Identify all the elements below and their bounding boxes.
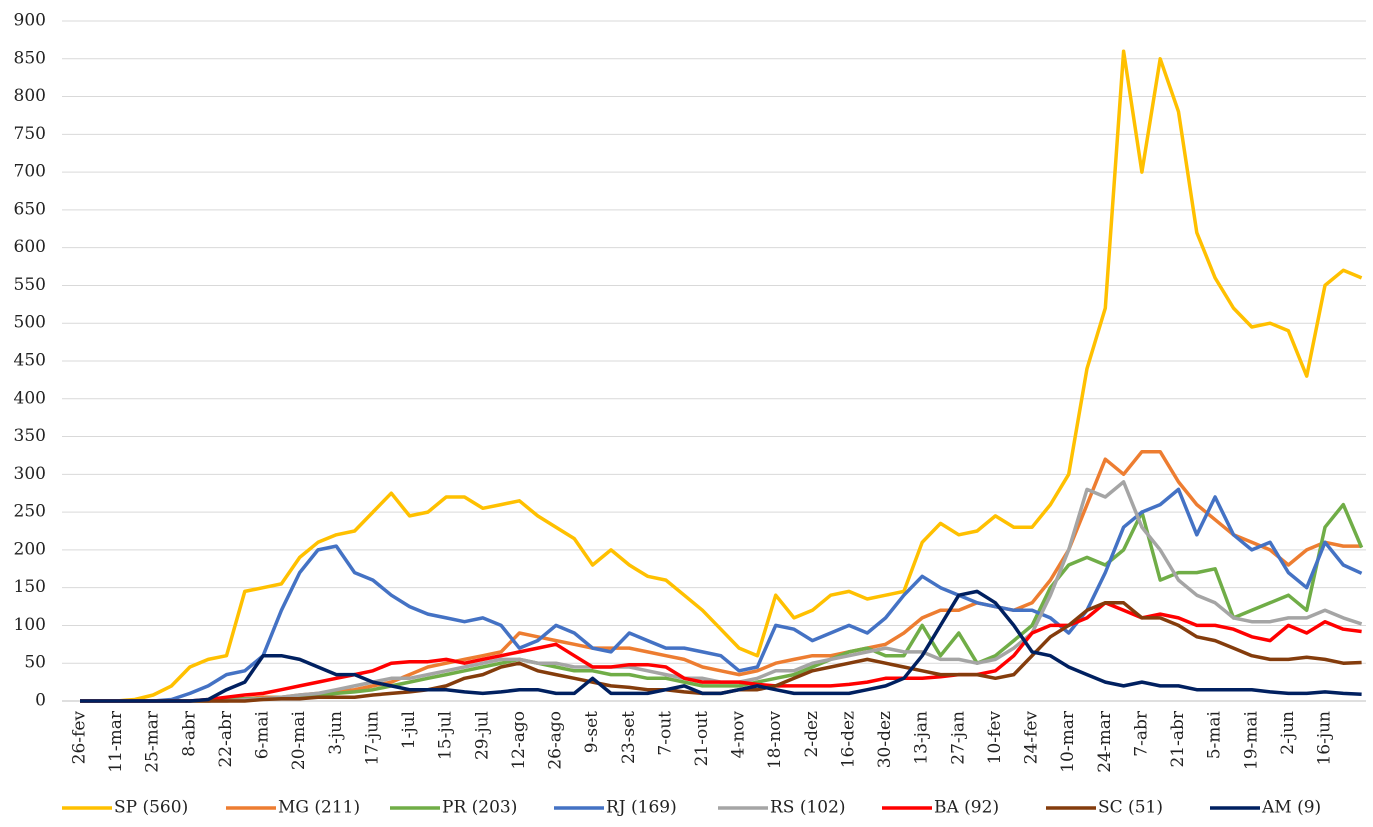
x-tick-label: 7-out: [655, 711, 675, 756]
legend-label: MG (211): [278, 798, 360, 818]
y-tick-label: 250: [14, 502, 46, 522]
y-tick-label: 150: [14, 577, 46, 597]
y-tick-label: 800: [14, 86, 46, 106]
x-tick-label: 2-jun: [1278, 711, 1298, 755]
x-tick-label: 19-mai: [1241, 710, 1261, 770]
y-tick-label: 700: [14, 162, 46, 182]
y-tick-label: 50: [24, 653, 46, 673]
legend-label: BA (92): [934, 798, 999, 818]
x-tick-label: 27-jan: [948, 711, 968, 765]
x-tick-label: 1-jul: [399, 711, 419, 749]
y-tick-label: 200: [14, 539, 46, 559]
series-line: [80, 480, 1363, 703]
x-tick-label: 23-set: [619, 711, 639, 764]
y-tick-label: 900: [14, 11, 46, 31]
x-tick-label: 9-set: [582, 711, 602, 753]
x-tick-label: 21-out: [692, 711, 712, 767]
x-tick-label: 22-abr: [216, 710, 236, 767]
x-tick-label: 4-nov: [729, 711, 749, 759]
y-tick-label: 100: [14, 615, 46, 635]
x-tick-label: 8-abr: [179, 710, 199, 757]
x-tick-label: 26-ago: [546, 711, 566, 770]
y-tick-label: 600: [14, 237, 46, 257]
x-tick-label: 11-mar: [106, 710, 126, 773]
series-line: [80, 589, 1362, 703]
x-tick-label: 16-jun: [1315, 711, 1335, 766]
y-tick-label: 300: [14, 464, 46, 484]
x-tick-label: 21-abr: [1168, 710, 1188, 767]
legend-label: AM (9): [1261, 798, 1321, 818]
legend-label: SC (51): [1098, 798, 1163, 818]
legend-label: SP (560): [114, 798, 188, 818]
x-tick-label: 3-jun: [326, 711, 346, 755]
y-tick-label: 650: [14, 199, 46, 219]
y-tick-label: 350: [14, 426, 46, 446]
x-tick-label: 18-nov: [765, 711, 785, 770]
x-tick-label: 30-dez: [875, 711, 895, 768]
y-tick-label: 500: [14, 313, 46, 333]
x-tick-label: 13-jan: [912, 711, 932, 765]
x-tick-label: 2-dez: [802, 711, 822, 758]
x-tick-label: 20-mai: [289, 710, 309, 770]
x-tick-label: 17-jun: [362, 711, 382, 766]
x-tick-label: 12-ago: [509, 711, 529, 770]
y-tick-label: 400: [14, 388, 46, 408]
y-tick-label: 850: [14, 48, 46, 68]
x-tick-label: 16-dez: [838, 711, 858, 768]
x-tick-label: 5-mai: [1205, 710, 1225, 759]
y-tick-label: 0: [35, 691, 46, 711]
series-line: [80, 487, 1363, 703]
legend-label: RS (102): [770, 798, 846, 818]
x-tick-label: 24-fev: [1022, 711, 1042, 765]
legend-label: PR (203): [442, 798, 517, 818]
x-tick-label: 26-fev: [70, 711, 90, 765]
y-tick-label: 450: [14, 351, 46, 371]
y-tick-label: 750: [14, 124, 46, 144]
legend-label: RJ (169): [606, 798, 677, 818]
x-tick-label: 10-fev: [985, 711, 1005, 765]
series-line: [80, 49, 1363, 703]
x-tick-label: 10-mar: [1058, 710, 1078, 773]
x-tick-label: 7-abr: [1131, 710, 1151, 757]
x-tick-label: 29-jul: [472, 711, 492, 760]
x-tick-label: 6-mai: [253, 710, 273, 759]
x-tick-label: 25-mar: [143, 710, 163, 773]
x-tick-label: 24-mar: [1095, 710, 1115, 773]
y-tick-label: 550: [14, 275, 46, 295]
x-tick-label: 15-jul: [436, 711, 456, 760]
